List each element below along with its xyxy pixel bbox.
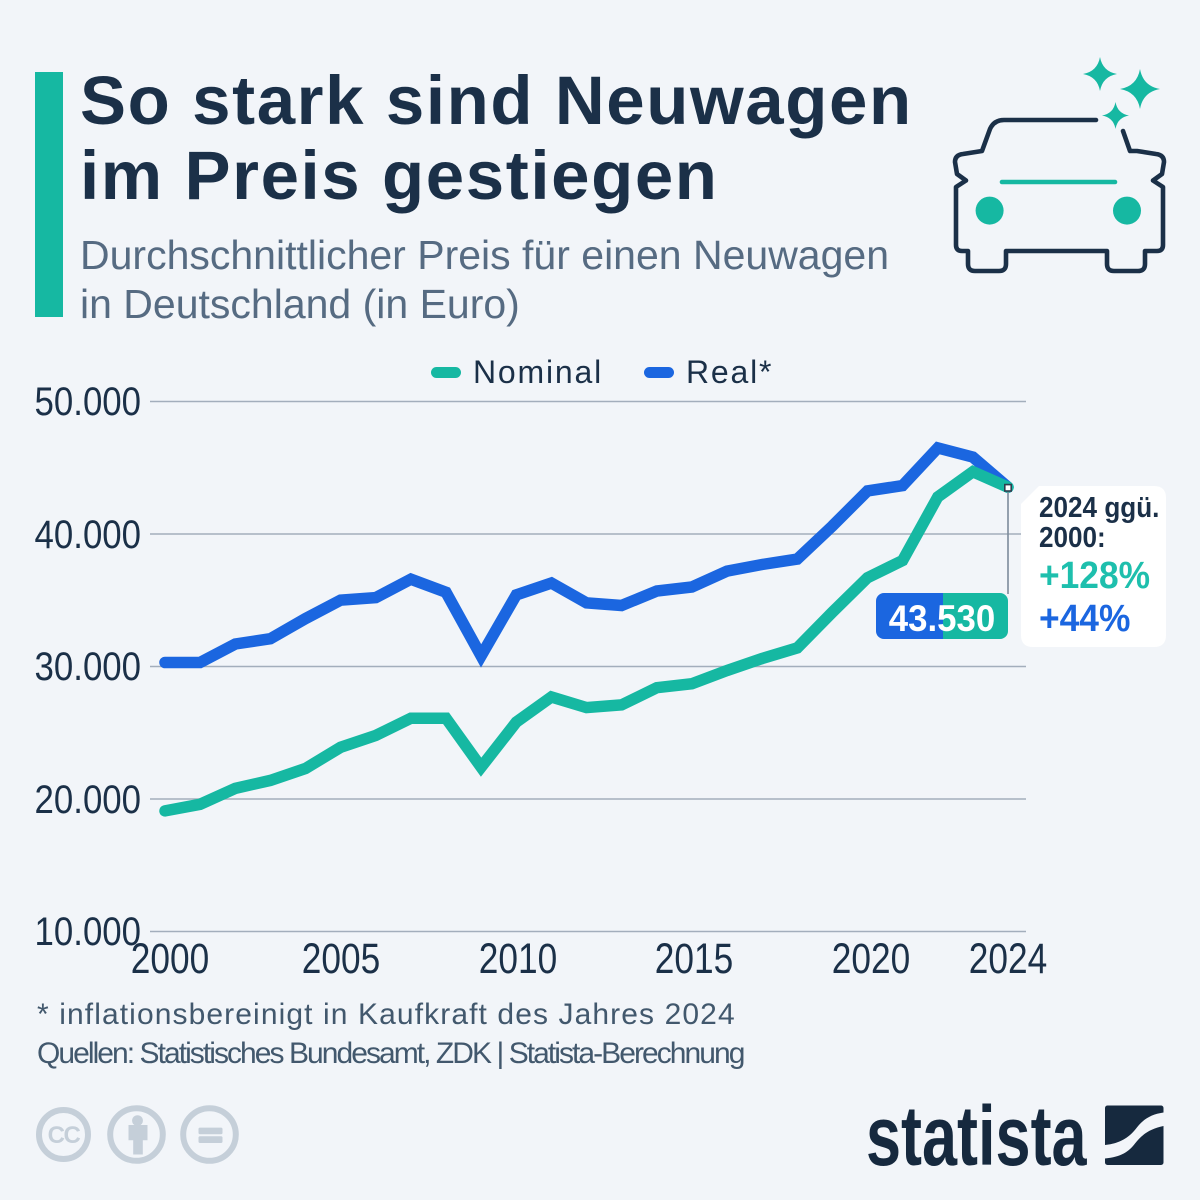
svg-text:CC: CC — [48, 1122, 81, 1149]
